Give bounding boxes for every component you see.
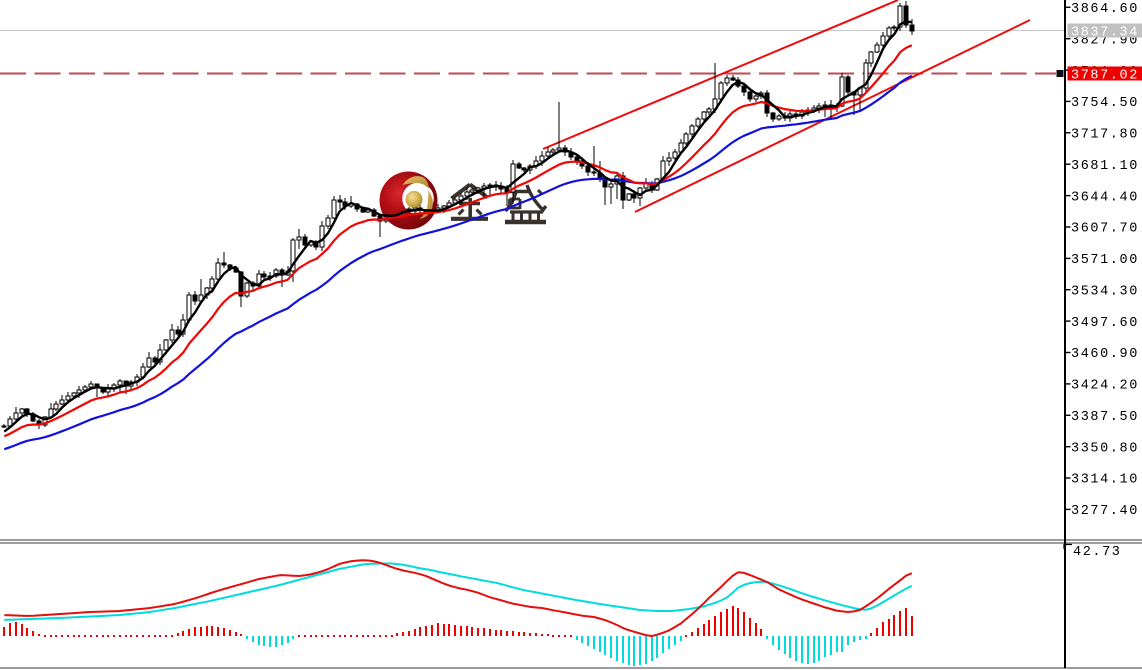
svg-text:3754.50: 3754.50 [1071, 96, 1139, 111]
svg-text:3314.10: 3314.10 [1071, 473, 1139, 488]
svg-text:3387.50: 3387.50 [1071, 410, 1139, 425]
svg-text:3864.60: 3864.60 [1071, 2, 1139, 17]
svg-text:3837.34: 3837.34 [1071, 25, 1139, 40]
svg-text:3681.10: 3681.10 [1071, 159, 1139, 174]
svg-text:3277.40: 3277.40 [1071, 504, 1139, 519]
svg-text:3460.90: 3460.90 [1071, 347, 1139, 362]
svg-text:3534.30: 3534.30 [1071, 284, 1139, 299]
svg-text:42.73: 42.73 [1073, 545, 1122, 560]
svg-text:3644.40: 3644.40 [1071, 190, 1139, 205]
svg-text:3717.80: 3717.80 [1071, 128, 1139, 143]
svg-text:3787.02: 3787.02 [1071, 68, 1139, 83]
svg-text:3607.70: 3607.70 [1071, 222, 1139, 237]
svg-text:3571.00: 3571.00 [1071, 253, 1139, 268]
svg-text:3350.80: 3350.80 [1071, 441, 1139, 456]
svg-text:3424.20: 3424.20 [1071, 379, 1139, 394]
svg-text:3497.60: 3497.60 [1071, 316, 1139, 331]
